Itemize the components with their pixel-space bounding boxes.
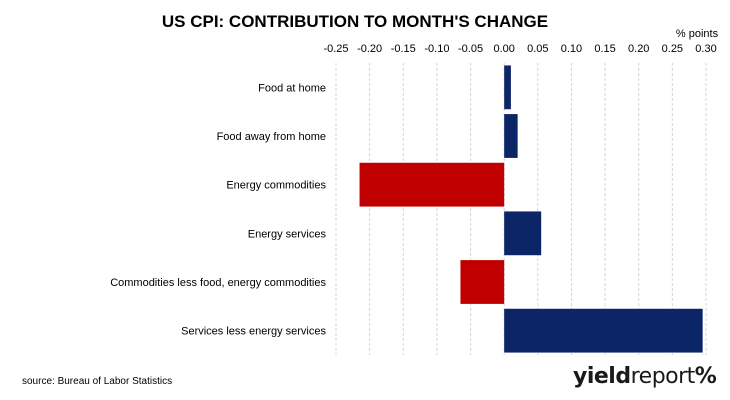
yieldreport-logo: yieldreport% [573,364,717,389]
bar [460,260,505,304]
unit-label: % points [676,28,719,40]
x-tick-label: 0.20 [628,43,649,55]
logo-percent: % [694,364,717,389]
category-label: Food away from home [217,131,326,143]
category-label: Energy services [248,228,327,240]
x-tick-label: 0.00 [493,43,514,55]
logo-report: report [630,364,696,389]
x-tick-label: -0.05 [458,43,483,55]
x-tick-label: 0.30 [695,43,716,55]
category-label: Commodities less food, energy commoditie… [110,277,326,289]
x-tick-label: -0.25 [323,43,348,55]
bar [504,65,511,110]
x-axis-ticks: -0.25 -0.20 -0.15 -0.10 -0.05 0.00 0.05 0.10 0.1… [323,43,716,55]
x-tick-label: -0.20 [357,43,382,55]
logo-yield: yield [573,364,631,389]
x-tick-label: 0.05 [527,43,548,55]
category-labels: Food at home Food away from home Energy co… [110,82,326,337]
x-tick-label: 0.10 [561,43,582,55]
chart-title: US CPI: CONTRIBUTION TO MONTH'S CHANGE [162,12,548,31]
bar [359,162,505,207]
x-tick-label: 0.25 [662,43,683,55]
x-tick-label: -0.15 [391,43,416,55]
x-tick-label: -0.10 [424,43,449,55]
gridlines [335,63,707,355]
category-label: Food at home [258,82,326,94]
bar [504,211,542,256]
bars [359,65,703,353]
category-label: Services less energy services [181,326,326,338]
category-label: Energy commodities [226,180,326,192]
source-note: source: Bureau of Labor Statistics [22,376,173,387]
bar [504,308,703,353]
bar [504,114,518,158]
x-tick-label: 0.15 [594,43,615,55]
